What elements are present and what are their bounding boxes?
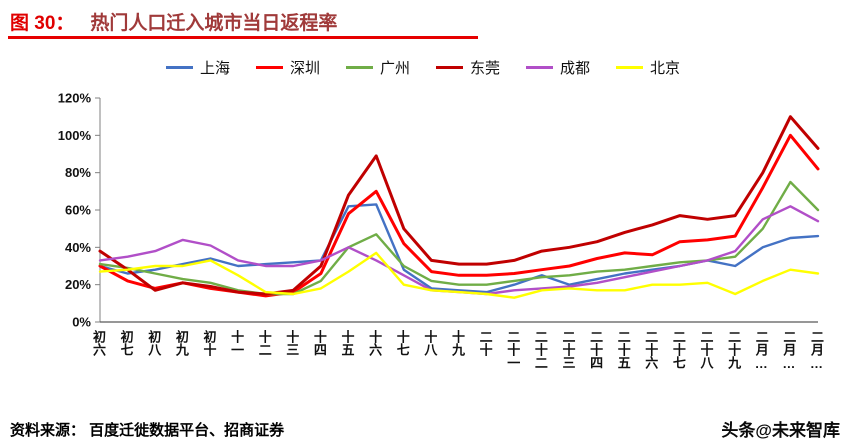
- x-axis-tick-label: 初六: [91, 330, 106, 356]
- x-axis-tick-label: 初八: [146, 330, 162, 356]
- x-axis-tick-label: 二十九: [726, 330, 742, 369]
- y-axis-tick-label: 120%: [58, 91, 92, 106]
- chart-legend: 上海 深圳 广州 东莞 成都 北京: [0, 56, 846, 78]
- x-axis-tick-label: 十七: [394, 330, 410, 356]
- x-axis-tick-label: 二月…: [809, 330, 824, 371]
- y-axis-tick-label: 80%: [65, 165, 91, 180]
- x-axis-tick-label: 二十: [477, 330, 493, 356]
- y-axis-tick-label: 60%: [65, 203, 91, 218]
- figure-header: 图 30： 热门人口迁入城市当日返程率: [10, 8, 836, 35]
- legend-item-2: 广州: [345, 57, 410, 78]
- legend-swatch-icon: [616, 65, 644, 69]
- series-line-2: [98, 180, 820, 296]
- legend-label: 深圳: [289, 59, 320, 77]
- chart-canvas: 0% 20% 40% 60% 80% 100% 120%: [58, 91, 820, 330]
- source-note: 资料来源： 百度迁徙数据平台、招商证券: [10, 422, 285, 439]
- x-axis-tick-label: 十一: [229, 330, 245, 356]
- legend-swatch-icon: [436, 65, 463, 69]
- legend-swatch-icon: [255, 65, 283, 69]
- legend-swatch-icon: [526, 65, 554, 69]
- y-axis-tick-label: 40%: [65, 240, 91, 255]
- legend-item-5: 北京: [616, 57, 680, 78]
- watermark: 头条@未来智库: [721, 421, 840, 440]
- legend-item-0: 上海: [165, 57, 230, 78]
- x-axis-tick-label: 二十一: [505, 330, 521, 369]
- title-underline: [8, 36, 478, 39]
- legend-swatch-icon: [165, 65, 193, 69]
- x-axis-tick-label: 二十五: [615, 330, 631, 369]
- legend-label: 成都: [560, 59, 591, 77]
- legend-label: 上海: [199, 59, 230, 77]
- x-axis-tick-label: 十五: [339, 330, 355, 356]
- x-axis-tick-label: 十四: [311, 330, 327, 356]
- line-chart: 0% 20% 40% 60% 80% 100% 120% 初六 初七 初八 初九 初十 十一 十二 十三 十四…: [0, 88, 846, 410]
- legend-label: 东莞: [470, 59, 501, 77]
- x-axis-tick-label: 二十三: [560, 330, 576, 369]
- legend-item-3: 东莞: [436, 57, 500, 78]
- x-axis-tick-label: 十二: [256, 330, 272, 356]
- x-axis-tick-label: 二月…: [781, 330, 797, 371]
- x-axis-tick-label: 二十七: [670, 330, 686, 369]
- y-axis-tick-label: 0%: [72, 315, 91, 330]
- series-line-1: [98, 133, 820, 298]
- legend-item-4: 成都: [526, 57, 590, 78]
- y-axis-tick-label: 20%: [65, 277, 91, 292]
- x-axis-tick-label: 十八: [422, 330, 438, 356]
- figure-label: 图 30：: [10, 13, 75, 34]
- x-axis-tick-label: 初十: [201, 330, 217, 356]
- x-axis-tick-label: 初九: [173, 330, 189, 356]
- x-axis-tick-label: 二月…: [753, 330, 769, 371]
- x-axis-tick-label: 十三: [284, 330, 300, 356]
- legend-swatch-icon: [345, 65, 373, 69]
- legend-label: 广州: [379, 59, 410, 77]
- series-line-3: [98, 115, 820, 296]
- x-axis-tick-label: 二十四: [588, 330, 604, 369]
- legend-label: 北京: [650, 59, 681, 77]
- x-axis-tick-label: 二十二: [532, 330, 548, 369]
- x-axis-tick-label: 二十八: [698, 330, 714, 369]
- y-axis-tick-label: 100%: [58, 128, 92, 143]
- x-axis-tick-label: 初七: [118, 330, 134, 356]
- x-axis-tick-label: 十六: [367, 330, 383, 356]
- x-axis-tick-label: 二十六: [643, 330, 659, 369]
- legend-item-1: 深圳: [255, 57, 320, 78]
- figure-title: 热门人口迁入城市当日返程率: [90, 13, 338, 34]
- series-line-5: [98, 251, 820, 299]
- x-axis-tick-label: 十九: [450, 330, 465, 356]
